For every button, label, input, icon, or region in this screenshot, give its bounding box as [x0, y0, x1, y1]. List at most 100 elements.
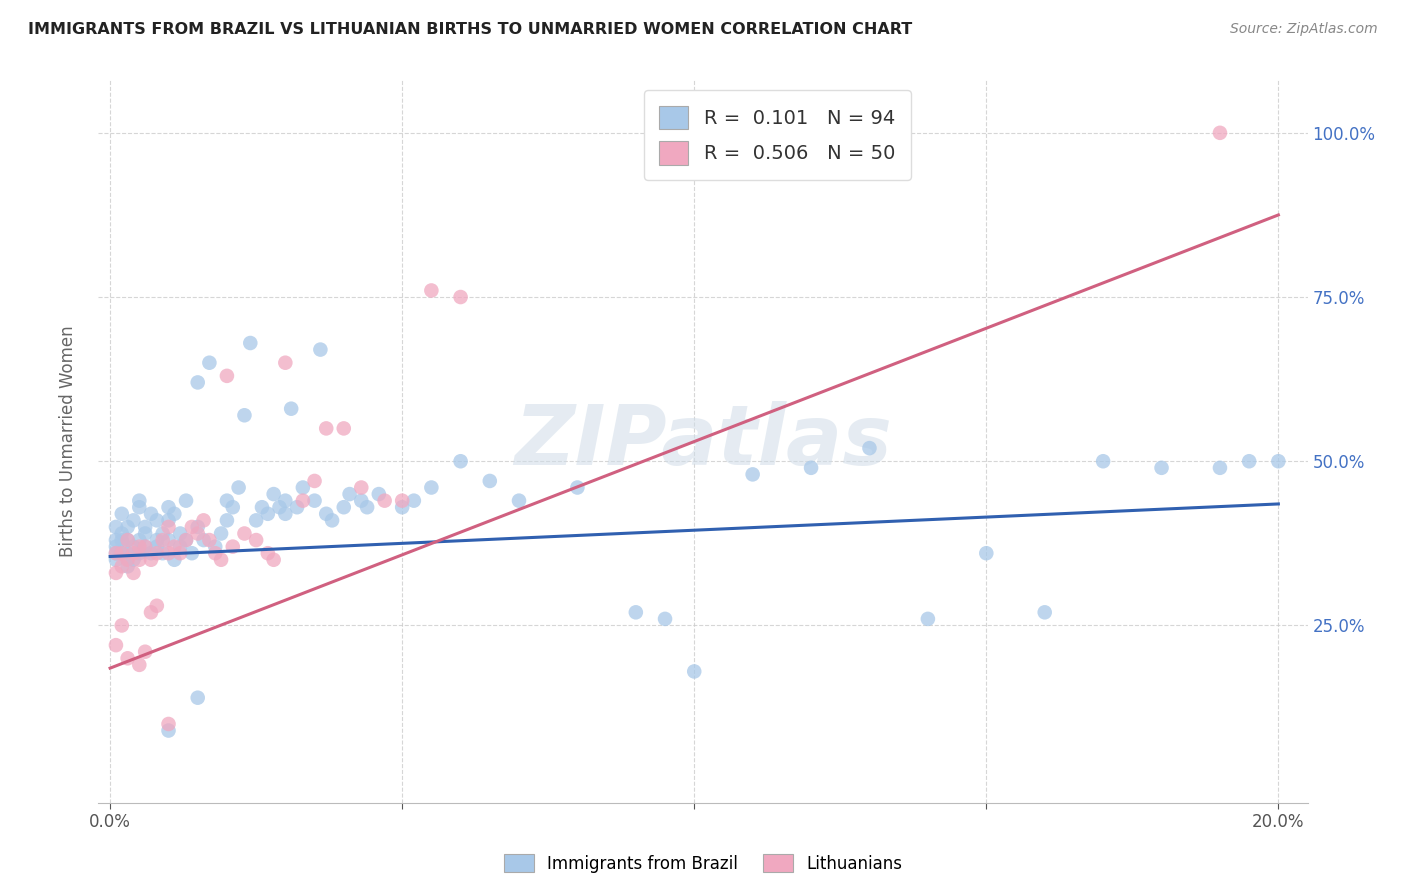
Point	[134, 540, 156, 554]
Point	[128, 493, 150, 508]
Legend: Immigrants from Brazil, Lithuanians: Immigrants from Brazil, Lithuanians	[498, 847, 908, 880]
Point	[187, 376, 209, 390]
Point	[187, 690, 209, 705]
Point	[139, 507, 162, 521]
Point	[269, 500, 291, 515]
Point	[111, 546, 134, 560]
Point	[291, 481, 314, 495]
Point	[139, 553, 162, 567]
Point	[291, 493, 314, 508]
Point	[374, 493, 396, 508]
Point	[146, 513, 169, 527]
Point	[111, 533, 134, 547]
Point	[104, 638, 127, 652]
Point	[1150, 460, 1173, 475]
Point	[274, 356, 297, 370]
Point	[321, 513, 343, 527]
Point	[367, 487, 389, 501]
Point	[146, 540, 169, 554]
Point	[350, 481, 373, 495]
Point	[450, 290, 472, 304]
Point	[134, 540, 156, 554]
Point	[402, 493, 425, 508]
Point	[146, 533, 169, 547]
Point	[478, 474, 501, 488]
Point	[122, 553, 145, 567]
Point	[624, 605, 647, 619]
Point	[222, 540, 245, 554]
Point	[222, 500, 245, 515]
Point	[800, 460, 823, 475]
Point	[122, 566, 145, 580]
Point	[356, 500, 378, 515]
Point	[420, 481, 443, 495]
Point	[104, 546, 127, 560]
Point	[187, 526, 209, 541]
Point	[263, 487, 285, 501]
Point	[304, 493, 326, 508]
Point	[215, 493, 238, 508]
Point	[239, 336, 262, 351]
Point	[215, 368, 238, 383]
Point	[1033, 605, 1056, 619]
Point	[339, 487, 361, 501]
Point	[1209, 126, 1232, 140]
Point	[111, 618, 134, 632]
Point	[256, 507, 278, 521]
Point	[1267, 454, 1289, 468]
Point	[193, 533, 215, 547]
Point	[332, 421, 354, 435]
Point	[122, 513, 145, 527]
Point	[304, 474, 326, 488]
Point	[169, 526, 191, 541]
Point	[174, 533, 197, 547]
Point	[198, 533, 221, 547]
Point	[683, 665, 706, 679]
Point	[117, 533, 139, 547]
Point	[146, 546, 169, 560]
Point	[1209, 460, 1232, 475]
Point	[139, 605, 162, 619]
Point	[391, 500, 413, 515]
Point	[163, 540, 186, 554]
Point	[245, 513, 267, 527]
Point	[274, 507, 297, 521]
Point	[152, 533, 174, 547]
Point	[974, 546, 997, 560]
Point	[134, 520, 156, 534]
Legend: R =  0.101   N = 94, R =  0.506   N = 50: R = 0.101 N = 94, R = 0.506 N = 50	[644, 90, 911, 180]
Point	[128, 657, 150, 672]
Point	[134, 526, 156, 541]
Point	[104, 520, 127, 534]
Point	[180, 546, 202, 560]
Point	[169, 546, 191, 560]
Text: IMMIGRANTS FROM BRAZIL VS LITHUANIAN BIRTHS TO UNMARRIED WOMEN CORRELATION CHART: IMMIGRANTS FROM BRAZIL VS LITHUANIAN BIR…	[28, 22, 912, 37]
Point	[198, 356, 221, 370]
Point	[128, 533, 150, 547]
Point	[163, 553, 186, 567]
Point	[654, 612, 676, 626]
Text: Source: ZipAtlas.com: Source: ZipAtlas.com	[1230, 22, 1378, 37]
Point	[117, 651, 139, 665]
Point	[122, 546, 145, 560]
Point	[228, 481, 250, 495]
Point	[134, 645, 156, 659]
Point	[111, 507, 134, 521]
Text: ZIPatlas: ZIPatlas	[515, 401, 891, 482]
Point	[157, 717, 180, 731]
Y-axis label: Births to Unmarried Women: Births to Unmarried Women	[59, 326, 77, 558]
Point	[111, 546, 134, 560]
Point	[233, 526, 256, 541]
Point	[250, 500, 273, 515]
Point	[104, 553, 127, 567]
Point	[917, 612, 939, 626]
Point	[117, 546, 139, 560]
Point	[128, 553, 150, 567]
Point	[858, 441, 880, 455]
Point	[263, 553, 285, 567]
Point	[1237, 454, 1260, 468]
Point	[163, 507, 186, 521]
Point	[139, 546, 162, 560]
Point	[122, 540, 145, 554]
Point	[157, 513, 180, 527]
